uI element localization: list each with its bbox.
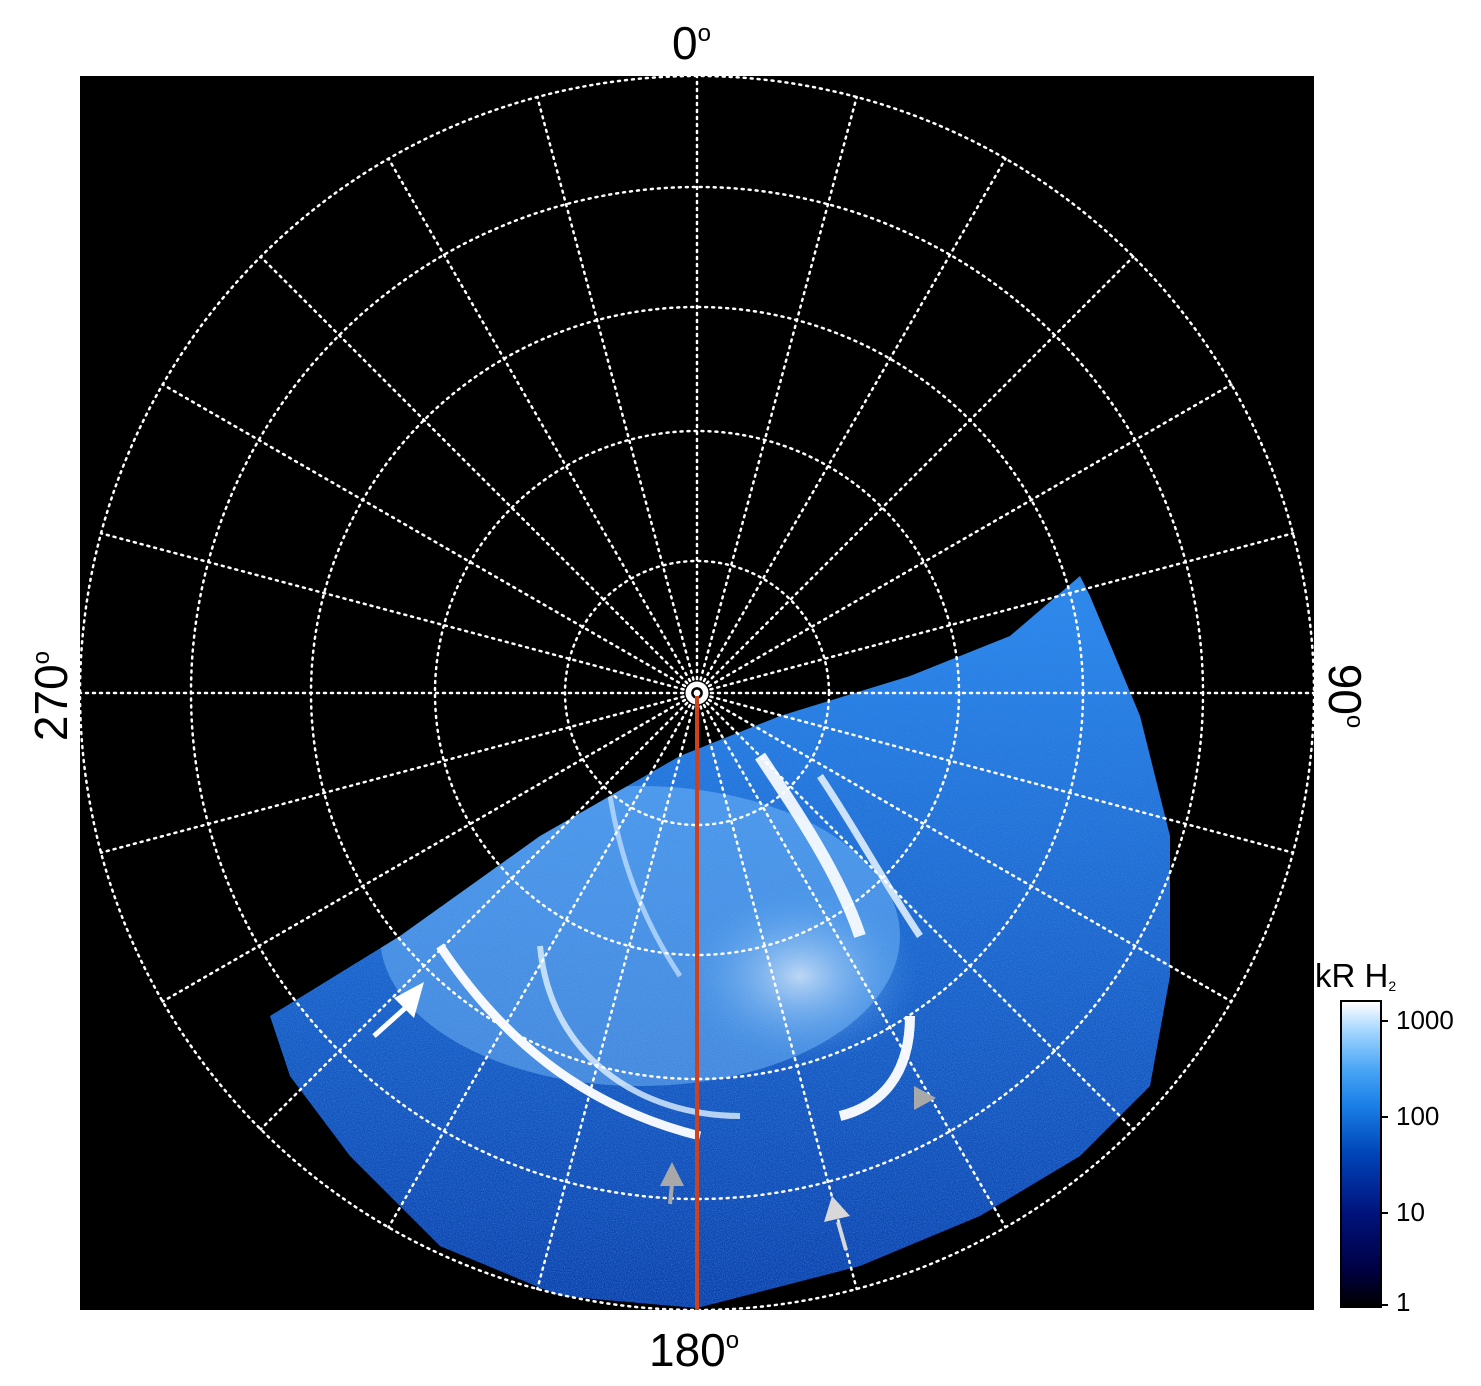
grid-meridian	[99, 691, 699, 854]
grid-meridian	[695, 691, 1295, 854]
label-180-deg: 180o	[649, 1324, 740, 1376]
pointer-arrows	[372, 982, 936, 1251]
grid-meridian	[695, 157, 1007, 695]
gray-arrow-icon	[914, 1086, 936, 1110]
colorbar	[1340, 1000, 1382, 1308]
grid-meridian	[99, 532, 699, 695]
gray-arrow-icon	[660, 1162, 684, 1205]
grid-meridian	[259, 255, 699, 695]
grid-meridian	[536, 95, 699, 695]
grid-meridian	[695, 255, 1135, 695]
colorbar-tick-label: 1	[1396, 1287, 1411, 1317]
colorbar-tickmark	[1380, 1212, 1388, 1214]
grid-meridian	[387, 691, 699, 1229]
colorbar-tickmark	[1380, 1304, 1388, 1306]
colorbar-tickmark	[1380, 1020, 1388, 1022]
grid-meridian	[695, 95, 858, 695]
grid-meridian	[161, 383, 699, 695]
grid-meridian	[161, 691, 699, 1003]
grid-meridian	[695, 691, 1135, 1131]
label-270-deg: 270o	[25, 650, 77, 742]
grid-meridian	[695, 691, 1233, 1003]
colorbar-tickmark	[1380, 1116, 1388, 1118]
grid-meridian	[695, 383, 1233, 695]
polar-grid	[78, 74, 1316, 1312]
label-90-deg: 90o	[1319, 663, 1371, 729]
grid-meridian	[695, 691, 858, 1291]
colorbar-title: kR H2	[1315, 957, 1397, 994]
white-arrow-icon	[372, 982, 424, 1038]
colorbar-tick-label: 100	[1396, 1101, 1440, 1131]
polar-aurora-plot	[78, 74, 1316, 1312]
grid-meridian	[695, 532, 1295, 695]
gray-arrow-icon	[824, 1196, 850, 1251]
grid-meridian	[387, 157, 699, 695]
grid-meridian	[695, 691, 1007, 1229]
grid-meridian	[259, 691, 699, 1131]
polar-image-svg	[78, 74, 1316, 1312]
colorbar-tick-label: 1000	[1396, 1005, 1454, 1035]
grid-meridian	[536, 691, 699, 1291]
colorbar-tick-label: 10	[1396, 1197, 1425, 1227]
label-0-deg: 0o	[672, 17, 711, 69]
